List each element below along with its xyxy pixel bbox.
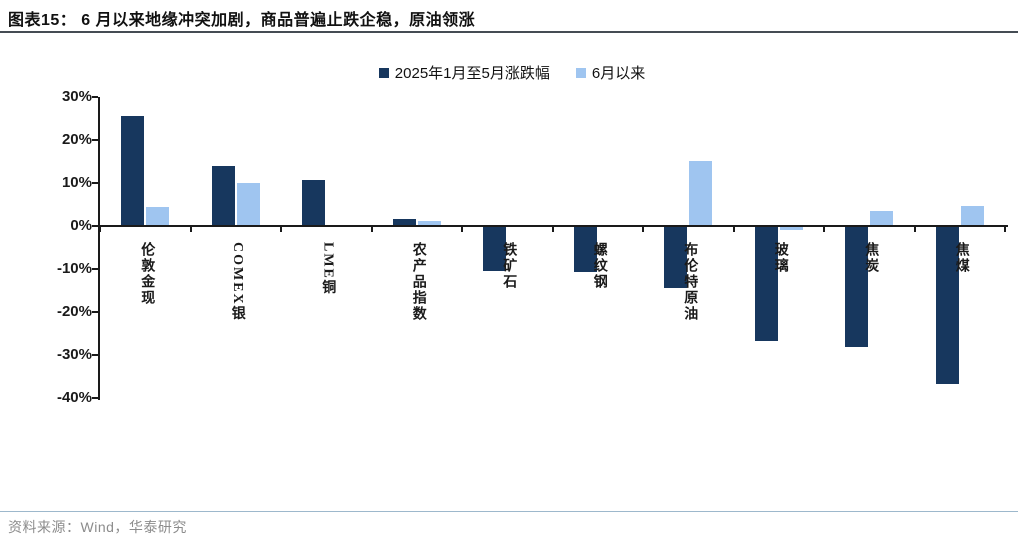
- source-note: 资料来源：Wind，华泰研究: [8, 519, 187, 535]
- y-tick-mark: [92, 139, 98, 141]
- legend-label-series1: 2025年1月至5月涨跌幅: [394, 65, 550, 82]
- y-tick-mark: [92, 397, 98, 399]
- bar-series2: [870, 210, 894, 225]
- category-label: 伦敦金现: [139, 242, 155, 306]
- y-tick-mark: [92, 182, 98, 184]
- y-tick-label: 30%: [61, 88, 92, 105]
- title-divider: [0, 31, 1018, 33]
- footer-divider: [0, 511, 1018, 512]
- x-tick-mark: [189, 227, 192, 232]
- bar-series1: [302, 179, 326, 225]
- x-tick-mark: [732, 227, 735, 232]
- y-tick-mark: [92, 225, 98, 227]
- y-axis-line: [98, 97, 100, 400]
- category-label: 铁矿石: [501, 242, 517, 290]
- category-label: 螺纹钢: [591, 242, 607, 290]
- y-tick-label: -20%: [56, 303, 92, 320]
- y-tick-mark: [92, 354, 98, 356]
- y-tick-mark: [92, 268, 98, 270]
- y-tick-label: -40%: [56, 389, 92, 406]
- legend-label-series2: 6月以来: [591, 65, 646, 82]
- legend-swatch-light: [575, 67, 586, 78]
- bar-series2: [689, 160, 713, 225]
- x-tick-mark: [913, 227, 916, 232]
- category-label: 布伦特原油: [682, 242, 698, 322]
- y-tick-label: 20%: [61, 131, 92, 148]
- bar-series1: [664, 227, 688, 289]
- x-tick-mark: [280, 227, 282, 232]
- bar-series1: [121, 115, 145, 225]
- bar-series1: [573, 227, 597, 273]
- y-tick-label: 0%: [70, 217, 92, 234]
- bar-series1: [845, 227, 869, 348]
- bar-series1: [754, 227, 778, 341]
- x-tick-mark: [551, 227, 554, 232]
- bar-series2: [960, 206, 984, 225]
- figure-title: 图表15： 6 月以来地缘冲突加剧，商品普遍止跌企稳，原油领涨: [8, 12, 476, 29]
- x-axis-line: [98, 225, 1008, 227]
- bar-series2: [417, 220, 441, 225]
- legend-item-series1: 2025年1月至5月涨跌幅: [378, 62, 550, 83]
- category-label: LME铜: [320, 242, 336, 296]
- legend: 2025年1月至5月涨跌幅 6月以来: [0, 62, 1024, 83]
- bar-series2: [146, 206, 170, 225]
- bar-series1: [211, 165, 235, 225]
- legend-swatch-dark: [378, 67, 389, 78]
- x-tick-mark: [370, 227, 373, 232]
- category-label: 焦炭: [863, 242, 879, 274]
- y-tick-label: -30%: [56, 346, 92, 363]
- x-tick-mark: [461, 227, 463, 232]
- y-tick-mark: [92, 311, 98, 313]
- y-tick-label: 10%: [61, 174, 92, 191]
- x-tick-mark: [1004, 227, 1006, 232]
- category-label: 玻璃: [772, 242, 788, 274]
- category-label: 农产品指数: [410, 242, 426, 322]
- bar-series2: [779, 227, 803, 230]
- x-tick-mark: [642, 227, 644, 232]
- bar-series1: [483, 227, 507, 272]
- bar-series1: [392, 218, 416, 225]
- category-label: 焦煤: [953, 242, 969, 274]
- y-tick-mark: [92, 96, 98, 98]
- bar-series1: [935, 227, 959, 384]
- bar-series2: [236, 182, 260, 225]
- legend-item-series2: 6月以来: [575, 62, 646, 83]
- x-tick-mark: [823, 227, 825, 232]
- x-tick-mark: [99, 227, 101, 232]
- y-tick-label: -10%: [56, 260, 92, 277]
- category-label: COMEX银: [229, 242, 245, 322]
